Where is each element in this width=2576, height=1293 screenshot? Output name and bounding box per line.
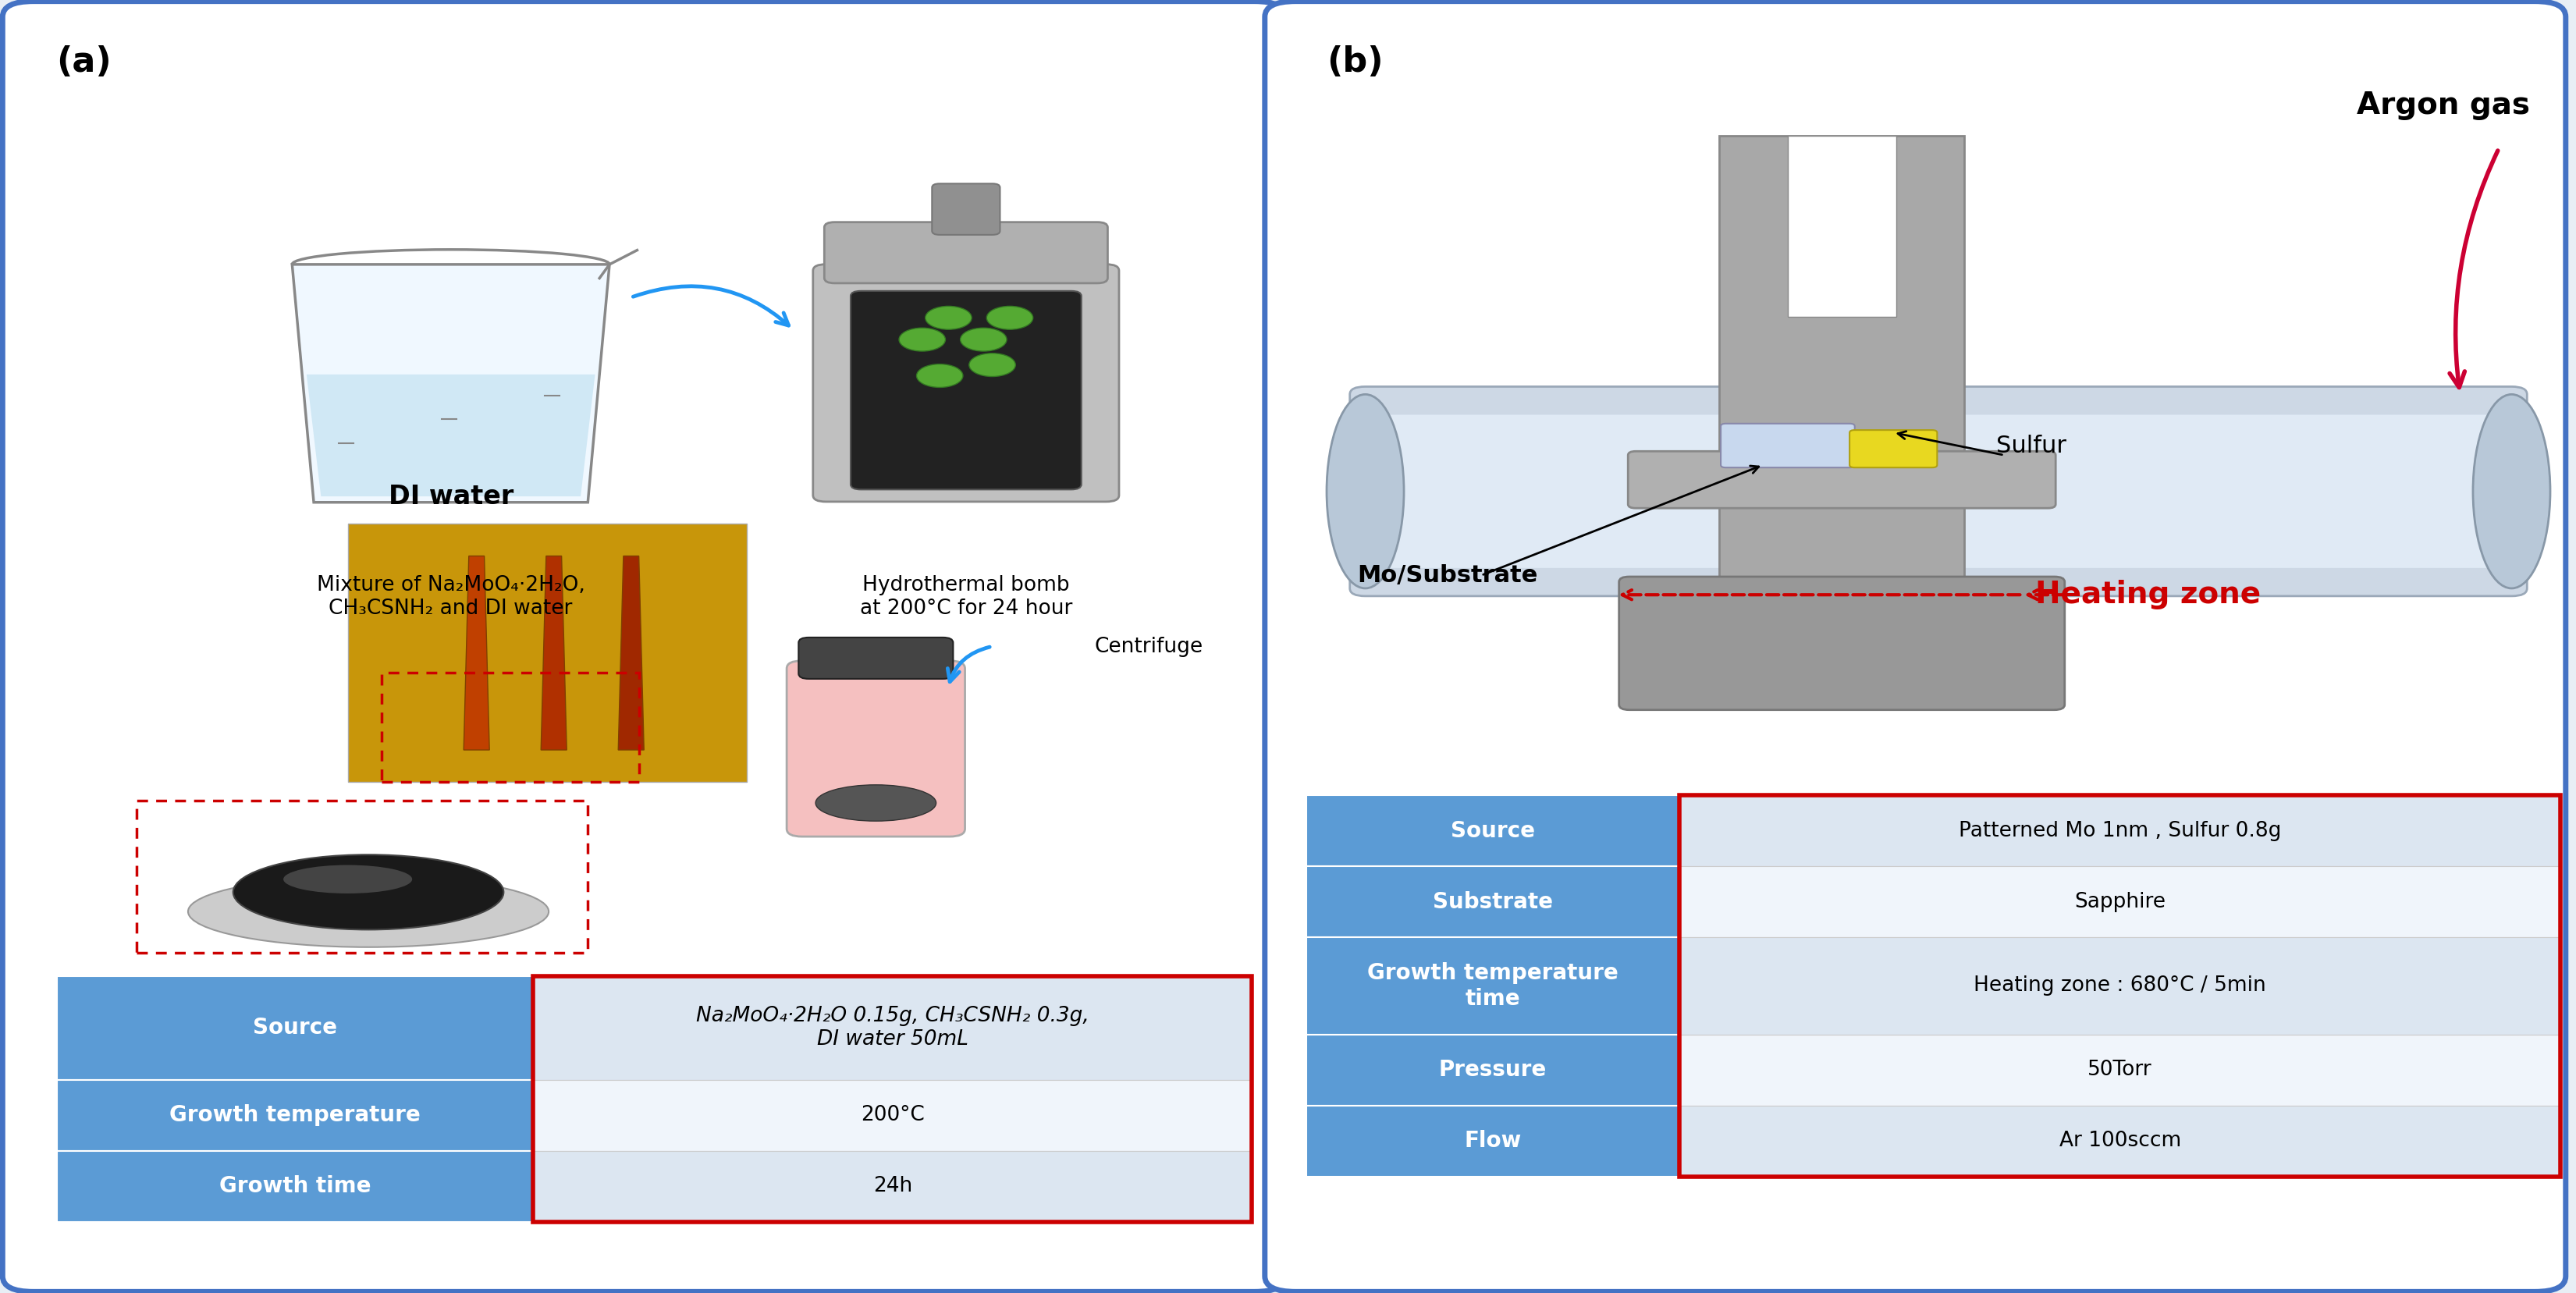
FancyBboxPatch shape: [1850, 431, 1937, 468]
Circle shape: [961, 328, 1007, 352]
FancyBboxPatch shape: [850, 291, 1082, 490]
FancyBboxPatch shape: [814, 264, 1118, 502]
FancyBboxPatch shape: [933, 184, 999, 235]
Polygon shape: [291, 265, 611, 503]
FancyBboxPatch shape: [1306, 1034, 1680, 1106]
FancyBboxPatch shape: [1306, 1106, 1680, 1177]
Circle shape: [987, 306, 1033, 330]
FancyBboxPatch shape: [1370, 415, 2506, 568]
FancyBboxPatch shape: [57, 1080, 533, 1151]
Polygon shape: [307, 375, 595, 497]
Ellipse shape: [2473, 394, 2550, 588]
Text: Mo/Substrate: Mo/Substrate: [1358, 564, 1538, 587]
Text: Ar 100sccm: Ar 100sccm: [2058, 1131, 2182, 1151]
FancyBboxPatch shape: [1721, 136, 1963, 634]
FancyBboxPatch shape: [57, 976, 533, 1080]
FancyBboxPatch shape: [1306, 866, 1680, 937]
FancyBboxPatch shape: [533, 1080, 1252, 1151]
Text: (b): (b): [1327, 45, 1383, 79]
FancyBboxPatch shape: [3, 1, 1285, 1292]
Text: Growth temperature: Growth temperature: [170, 1104, 420, 1126]
Ellipse shape: [188, 877, 549, 946]
Circle shape: [917, 365, 963, 388]
FancyBboxPatch shape: [824, 222, 1108, 283]
Text: 50Torr: 50Torr: [2087, 1060, 2154, 1080]
FancyBboxPatch shape: [533, 976, 1252, 1080]
Text: Flow: Flow: [1463, 1130, 1522, 1152]
FancyBboxPatch shape: [1265, 1, 2566, 1292]
Ellipse shape: [1327, 394, 1404, 588]
Text: Growth time: Growth time: [219, 1175, 371, 1197]
Circle shape: [899, 328, 945, 352]
Polygon shape: [541, 556, 567, 750]
FancyBboxPatch shape: [1680, 937, 2561, 1034]
Text: Growth temperature
time: Growth temperature time: [1368, 962, 1618, 1010]
FancyBboxPatch shape: [1680, 866, 2561, 937]
Ellipse shape: [817, 785, 935, 821]
Ellipse shape: [232, 855, 502, 930]
Circle shape: [925, 306, 971, 330]
Text: Hydrothermal bomb
at 200°C for 24 hour: Hydrothermal bomb at 200°C for 24 hour: [860, 575, 1072, 619]
Text: Centrifuge: Centrifuge: [1095, 636, 1203, 657]
Text: 24h: 24h: [873, 1177, 912, 1196]
Text: Argon gas: Argon gas: [2357, 91, 2530, 120]
FancyBboxPatch shape: [57, 1151, 533, 1222]
Circle shape: [969, 353, 1015, 376]
Text: Pressure: Pressure: [1440, 1059, 1546, 1081]
FancyBboxPatch shape: [1680, 795, 2561, 866]
Text: Heating zone: Heating zone: [2035, 581, 2262, 609]
FancyBboxPatch shape: [1350, 387, 2527, 596]
FancyBboxPatch shape: [1628, 451, 2056, 508]
Text: Source: Source: [252, 1018, 337, 1038]
Text: 200°C: 200°C: [860, 1106, 925, 1125]
Text: Source: Source: [1450, 820, 1535, 842]
Text: Sapphire: Sapphire: [2074, 892, 2166, 912]
FancyBboxPatch shape: [1306, 937, 1680, 1034]
FancyBboxPatch shape: [1306, 795, 1680, 866]
FancyBboxPatch shape: [533, 1151, 1252, 1222]
FancyBboxPatch shape: [786, 661, 966, 837]
Ellipse shape: [283, 865, 412, 893]
FancyBboxPatch shape: [1788, 136, 1896, 317]
Text: (a): (a): [57, 45, 111, 79]
FancyBboxPatch shape: [1618, 577, 2066, 710]
FancyBboxPatch shape: [1680, 1034, 2561, 1106]
Text: Sulfur: Sulfur: [1996, 434, 2066, 458]
Polygon shape: [464, 556, 489, 750]
Text: Heating zone : 680°C / 5min: Heating zone : 680°C / 5min: [1973, 976, 2267, 996]
FancyBboxPatch shape: [1680, 1106, 2561, 1177]
Text: Patterned Mo 1nm , Sulfur 0.8g: Patterned Mo 1nm , Sulfur 0.8g: [1958, 821, 2282, 840]
FancyBboxPatch shape: [799, 637, 953, 679]
FancyBboxPatch shape: [348, 524, 747, 782]
Text: Na₂MoO₄·2H₂O 0.15g, CH₃CSNH₂ 0.3g,
DI water 50mL: Na₂MoO₄·2H₂O 0.15g, CH₃CSNH₂ 0.3g, DI wa…: [696, 1006, 1090, 1050]
FancyBboxPatch shape: [1721, 424, 1855, 468]
Text: Substrate: Substrate: [1432, 891, 1553, 913]
Polygon shape: [618, 556, 644, 750]
Text: DI water: DI water: [389, 484, 513, 509]
Text: Mixture of Na₂MoO₄·2H₂O,
CH₃CSNH₂ and DI water: Mixture of Na₂MoO₄·2H₂O, CH₃CSNH₂ and DI…: [317, 575, 585, 619]
